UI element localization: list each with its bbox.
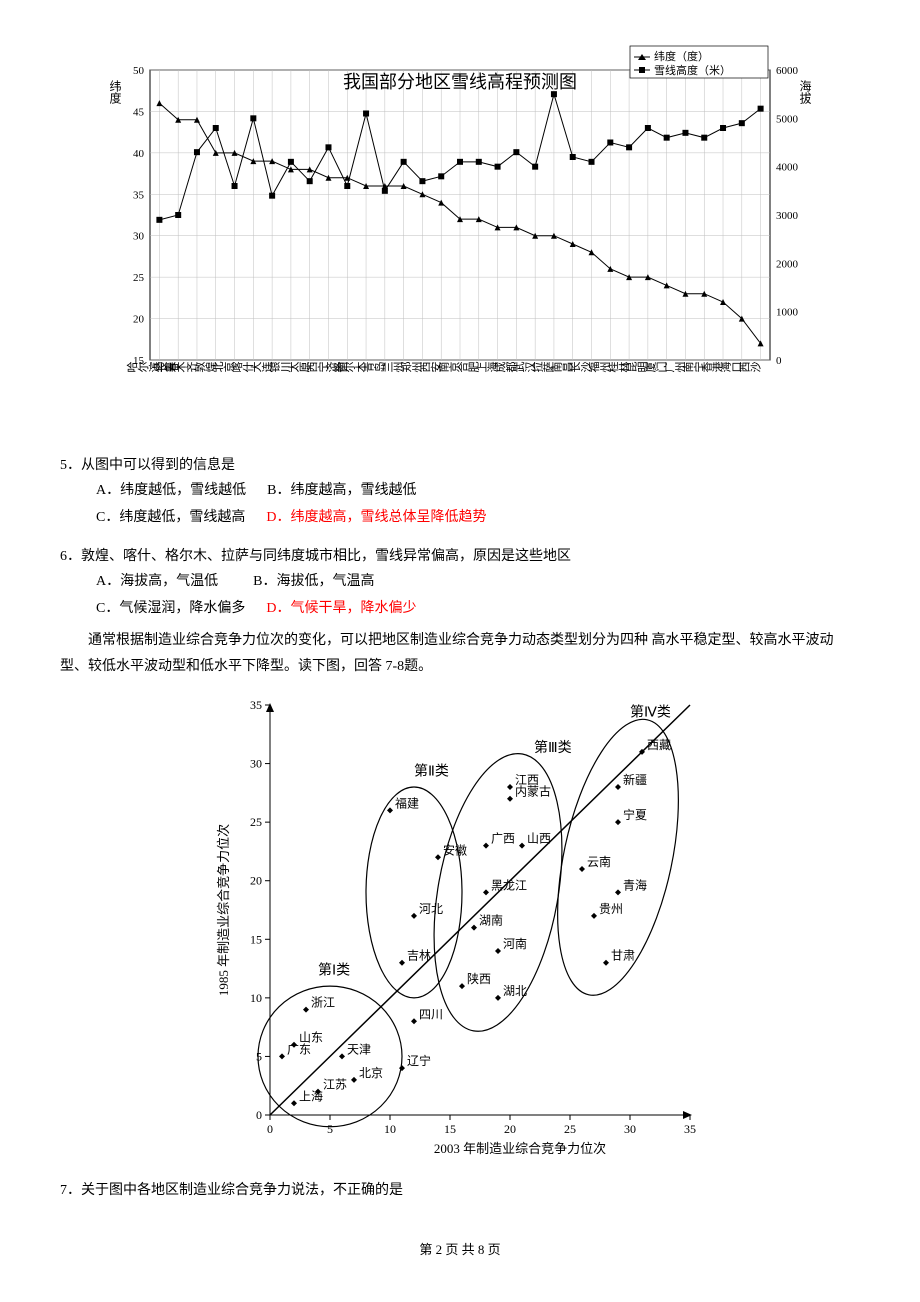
svg-text:甘肃: 甘肃: [611, 948, 635, 962]
svg-text:30: 30: [250, 756, 262, 770]
svg-text:西沙: 西沙: [739, 362, 761, 375]
q5-opt-c: C．纬度越低，雪线越高: [96, 505, 245, 532]
svg-text:山东: 山东: [299, 1030, 323, 1044]
svg-text:第Ⅲ类: 第Ⅲ类: [534, 739, 572, 756]
svg-text:乌鲁木齐: 乌鲁木齐: [152, 362, 198, 375]
page-footer: 第 2 页 共 8 页: [60, 1239, 860, 1258]
svg-text:天津: 天津: [347, 1042, 371, 1056]
svg-text:30: 30: [624, 1122, 636, 1136]
snowline-chart-svg: 1520253035404550010002000300040005000600…: [100, 40, 820, 440]
svg-text:10: 10: [250, 991, 262, 1005]
svg-text:20: 20: [504, 1122, 516, 1136]
q6-options: A．海拔高，气温低 B．海拔低，气温高 C．气候湿润，降水偏多 D．气候干旱，降…: [96, 569, 860, 622]
svg-text:河北: 河北: [419, 902, 443, 916]
svg-text:40: 40: [133, 148, 145, 160]
svg-text:45: 45: [133, 106, 145, 118]
svg-text:辽宁: 辽宁: [407, 1053, 431, 1068]
svg-text:第Ⅰ类: 第Ⅰ类: [318, 961, 350, 978]
svg-text:湖南: 湖南: [479, 912, 503, 927]
svg-text:陕西: 陕西: [467, 971, 491, 986]
q6-opt-b: B．海拔低，气温高: [253, 569, 374, 596]
svg-text:福建: 福建: [395, 795, 419, 810]
q6-opt-a: A．海拔高，气温低: [96, 569, 218, 596]
svg-text:35: 35: [133, 189, 145, 201]
q6-opt-c: C．气候湿润，降水偏多: [96, 596, 245, 623]
svg-text:江苏: 江苏: [323, 1077, 347, 1091]
svg-text:4000: 4000: [776, 162, 799, 174]
q5-opt-a: A．纬度越低，雪线越低: [96, 478, 246, 505]
svg-text:25: 25: [133, 272, 145, 284]
intro-paragraph: 通常根据制造业综合竞争力位次的变化，可以把地区制造业综合竞争力动态类型划分为四种…: [60, 628, 860, 678]
svg-text:山西: 山西: [527, 831, 551, 845]
svg-text:第Ⅳ类: 第Ⅳ类: [630, 703, 671, 720]
svg-text:0: 0: [256, 1108, 262, 1122]
scatter-chart-svg: 0 5 10 15 20 25 30 35 0 5 10 15 20 25 30 35 第Ⅰ类 第Ⅱ类 第Ⅲ类 第Ⅳ类…: [210, 685, 710, 1165]
svg-text:河南: 河南: [503, 936, 527, 951]
svg-text:15: 15: [444, 1122, 456, 1136]
svg-text:2003 年制造业综合竞争力位次: 2003 年制造业综合竞争力位次: [434, 1141, 606, 1156]
svg-text:云南: 云南: [587, 854, 611, 869]
svg-text:贵州: 贵州: [599, 902, 623, 916]
svg-text:湖北: 湖北: [503, 983, 527, 998]
svg-text:四川: 四川: [419, 1007, 443, 1021]
q5-opt-d: D．纬度越高，雪线总体呈降低趋势: [266, 505, 486, 532]
svg-text:35: 35: [684, 1122, 696, 1136]
svg-text:安徽: 安徽: [443, 842, 467, 857]
svg-text:20: 20: [133, 314, 145, 326]
q6-opt-d: D．气候干旱，降水偏少: [266, 596, 416, 623]
svg-text:江西: 江西: [515, 773, 539, 787]
svg-text:广西: 广西: [491, 831, 515, 845]
svg-text:0: 0: [267, 1122, 273, 1136]
svg-text:青海: 青海: [623, 877, 647, 892]
q5-options: A．纬度越低，雪线越低 B．纬度越高，雪线越低 C．纬度越低，雪线越高 D．纬度…: [96, 478, 860, 531]
q5-stem: 5．从图中可以得到的信息是: [60, 454, 860, 474]
q7-stem: 7．关于图中各地区制造业综合竞争力说法，不正确的是: [60, 1179, 860, 1199]
svg-text:海拔: 海拔: [798, 79, 812, 105]
svg-text:纬度（度）: 纬度（度）: [654, 49, 709, 63]
svg-text:1000: 1000: [776, 307, 799, 319]
svg-text:5: 5: [327, 1122, 333, 1136]
svg-text:20: 20: [250, 873, 262, 887]
svg-text:第Ⅱ类: 第Ⅱ类: [414, 762, 449, 779]
svg-text:黑龙江: 黑龙江: [491, 878, 527, 892]
svg-text:格尔木: 格尔木: [332, 362, 367, 375]
svg-text:纬度: 纬度: [108, 80, 122, 104]
snowline-chart: 1520253035404550010002000300040005000600…: [60, 40, 860, 440]
svg-text:25: 25: [250, 815, 262, 829]
svg-text:30: 30: [133, 231, 145, 243]
scatter-chart: 0 5 10 15 20 25 30 35 0 5 10 15 20 25 30 35 第Ⅰ类 第Ⅱ类 第Ⅲ类 第Ⅳ类…: [60, 685, 860, 1165]
svg-text:50: 50: [133, 65, 145, 77]
q5-opt-b: B．纬度越高，雪线越低: [267, 478, 416, 505]
svg-text:浙江: 浙江: [311, 995, 335, 1009]
svg-text:35: 35: [250, 698, 262, 712]
svg-text:10: 10: [384, 1122, 396, 1136]
svg-text:1985 年制造业综合竞争力位次: 1985 年制造业综合竞争力位次: [216, 824, 231, 996]
svg-text:吉林: 吉林: [407, 948, 431, 962]
svg-text:6000: 6000: [776, 65, 799, 77]
svg-text:新疆: 新疆: [623, 772, 647, 787]
svg-text:0: 0: [776, 355, 782, 367]
q6-stem: 6．敦煌、喀什、格尔木、拉萨与同纬度城市相比，雪线异常偏高，原因是这些地区: [60, 545, 860, 565]
svg-text:宁夏: 宁夏: [623, 807, 647, 822]
svg-text:15: 15: [250, 932, 262, 946]
svg-text:西藏: 西藏: [647, 738, 671, 752]
svg-text:2000: 2000: [776, 258, 799, 270]
svg-text:北京: 北京: [359, 1066, 383, 1080]
svg-text:25: 25: [564, 1122, 576, 1136]
svg-text:我国部分地区雪线高程预测图: 我国部分地区雪线高程预测图: [343, 72, 577, 92]
svg-text:5: 5: [256, 1049, 262, 1063]
svg-text:雪线高度（米）: 雪线高度（米）: [654, 63, 731, 77]
svg-text:5000: 5000: [776, 113, 799, 125]
svg-text:3000: 3000: [776, 210, 799, 222]
